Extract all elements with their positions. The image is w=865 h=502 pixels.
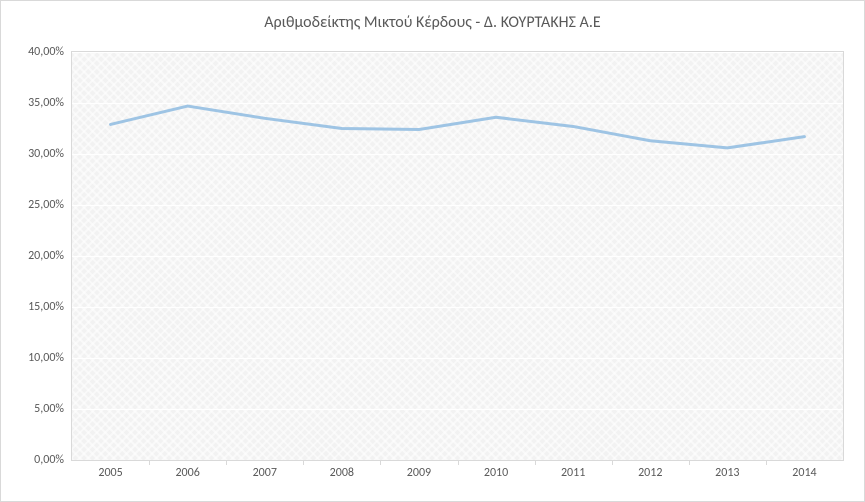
gridline <box>72 307 843 308</box>
x-tick-label: 2008 <box>330 466 354 480</box>
x-tick-label: 2013 <box>715 466 739 480</box>
gridline <box>72 103 843 104</box>
x-tick-mark <box>612 460 613 465</box>
gridline <box>72 358 843 359</box>
gridline <box>72 154 843 155</box>
y-tick-label: 30,00% <box>28 147 64 161</box>
gridline <box>72 409 843 410</box>
y-tick-label: 35,00% <box>28 96 64 110</box>
x-tick-label: 2012 <box>638 466 662 480</box>
y-tick-label: 15,00% <box>28 300 64 314</box>
x-tick-mark <box>149 460 150 465</box>
x-tick-label: 2011 <box>561 466 585 480</box>
gridline <box>72 205 843 206</box>
plot-area: 0,00%5,00%10,00%15,00%20,00%25,00%30,00%… <box>71 51 844 461</box>
y-tick-label: 20,00% <box>28 249 64 263</box>
gridline <box>72 52 843 53</box>
x-tick-label: 2010 <box>484 466 508 480</box>
y-tick-label: 0,00% <box>34 453 64 467</box>
x-tick-mark <box>689 460 690 465</box>
x-tick-mark <box>303 460 304 465</box>
chart-container: Αριθμοδείκτης Μικτού Κέρδους - Δ. ΚΟΥΡΤΑ… <box>0 0 865 502</box>
x-tick-mark <box>226 460 227 465</box>
x-tick-label: 2014 <box>792 466 816 480</box>
x-tick-label: 2005 <box>98 466 122 480</box>
chart-title: Αριθμοδείκτης Μικτού Κέρδους - Δ. ΚΟΥΡΤΑ… <box>1 1 864 40</box>
x-tick-mark <box>458 460 459 465</box>
x-tick-mark <box>766 460 767 465</box>
plot-wrapper: 0,00%5,00%10,00%15,00%20,00%25,00%30,00%… <box>71 51 844 461</box>
y-tick-label: 40,00% <box>28 45 64 59</box>
x-tick-label: 2006 <box>175 466 199 480</box>
data-line <box>111 106 805 148</box>
y-tick-label: 5,00% <box>34 402 64 416</box>
x-tick-mark <box>380 460 381 465</box>
x-tick-label: 2009 <box>407 466 431 480</box>
x-tick-label: 2007 <box>253 466 277 480</box>
y-tick-label: 10,00% <box>28 351 64 365</box>
gridline <box>72 256 843 257</box>
x-tick-mark <box>535 460 536 465</box>
y-tick-label: 25,00% <box>28 198 64 212</box>
